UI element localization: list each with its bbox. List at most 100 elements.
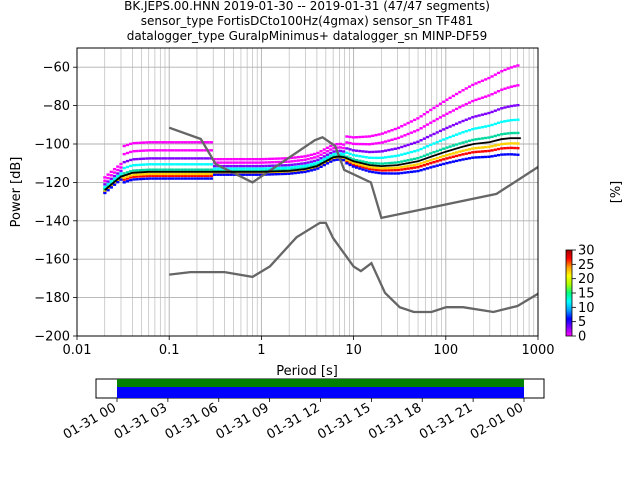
ppsd-cell — [158, 177, 162, 180]
ppsd-cell — [506, 86, 510, 89]
ppsd-cell — [238, 171, 242, 174]
ppsd-cell — [190, 141, 194, 144]
ppsd-cell — [112, 171, 117, 174]
ppsd-cell — [287, 168, 291, 172]
ppsd-cell — [345, 160, 349, 163]
ppsd-cell — [209, 172, 213, 176]
ppsd-cell — [148, 141, 152, 144]
ppsd-cell — [448, 125, 452, 128]
ppsd-cell — [345, 151, 349, 154]
ppsd-cell — [129, 142, 133, 146]
ppsd-cell — [474, 156, 478, 159]
ppsd-cell — [293, 163, 297, 166]
coverage-tick-label: 02-01 00 — [468, 400, 526, 442]
ppsd-cell — [467, 85, 472, 88]
ppsd-cell — [274, 157, 278, 160]
ppsd-cell — [141, 163, 146, 166]
ppsd-cell — [183, 168, 188, 171]
ppsd-cell — [400, 168, 404, 171]
ppsd-cell — [158, 157, 162, 160]
ppsd-cell — [264, 164, 268, 168]
ppsd-cell — [509, 153, 514, 156]
ppsd-cell — [164, 149, 168, 152]
ppsd-cell — [316, 155, 320, 158]
median-layer — [104, 137, 521, 191]
ppsd-cell — [251, 171, 255, 174]
ppsd-cell — [177, 177, 181, 180]
ppsd-cell — [135, 157, 139, 161]
ppsd-cell — [458, 121, 462, 124]
ppsd-cell — [296, 171, 301, 174]
ppsd-cell — [432, 119, 436, 123]
ppsd-cell — [145, 177, 149, 180]
ppsd-cell — [348, 148, 352, 151]
ppsd-cell — [371, 134, 375, 138]
ppsd-cell — [287, 163, 291, 167]
ppsd-cell — [506, 153, 510, 156]
ppsd-cell — [374, 150, 378, 153]
ppsd-cell — [209, 149, 213, 152]
ppsd-cell — [487, 124, 491, 128]
ppsd-cell — [513, 65, 517, 68]
ppsd-cell — [371, 168, 375, 171]
ppsd-cell — [438, 102, 443, 106]
ppsd-cell — [303, 164, 307, 168]
ppsd-cell — [141, 157, 146, 160]
y-tick-label: −80 — [43, 99, 70, 114]
ppsd-cell — [129, 176, 133, 179]
ppsd-cell — [103, 189, 107, 193]
ppsd-cell — [209, 174, 213, 178]
ppsd-cell — [322, 163, 326, 167]
ppsd-cell — [406, 167, 410, 170]
ppsd-cell — [135, 149, 139, 153]
ppsd-cell — [429, 158, 433, 162]
ppsd-cell — [313, 168, 317, 171]
ppsd-cell — [145, 157, 149, 160]
ppsd-cell — [290, 168, 294, 171]
ppsd-cell — [490, 92, 494, 96]
ppsd-cell — [141, 141, 146, 144]
ppsd-cell — [129, 174, 133, 177]
ppsd-cell — [493, 154, 497, 157]
ppsd-cell — [445, 146, 449, 149]
ppsd-cell — [322, 157, 326, 161]
ppsd-cell — [406, 132, 410, 136]
ppsd-cell — [106, 173, 110, 176]
ppsd-cell — [406, 159, 410, 162]
ppsd-cell — [435, 117, 439, 121]
ppsd-cell — [438, 159, 443, 162]
ppsd-cell — [413, 150, 417, 153]
ppsd-cell — [183, 163, 188, 166]
ppsd-cell — [513, 84, 517, 88]
ppsd-cell — [467, 139, 472, 142]
ppsd-cell — [367, 167, 372, 171]
ppsd-cell — [496, 133, 501, 137]
ppsd-cell — [174, 163, 178, 166]
grid — [76, 48, 538, 337]
ppsd-cell — [438, 139, 443, 143]
ppsd-cell — [387, 172, 391, 175]
ppsd-cell — [145, 174, 149, 178]
ppsd-cell — [183, 174, 188, 178]
ppsd-cell — [490, 75, 494, 78]
ppsd-cell — [454, 107, 459, 111]
ppsd-cell — [283, 166, 288, 169]
ppsd-cell — [409, 150, 414, 154]
ppsd-cell — [325, 156, 330, 159]
ppsd-cell — [454, 92, 459, 96]
ppsd-cell — [138, 157, 142, 161]
ppsd-cell — [122, 181, 126, 184]
ppsd-cell — [503, 153, 507, 156]
ppsd-cell — [342, 146, 346, 150]
ppsd-cell — [474, 82, 478, 85]
ppsd-cell — [496, 143, 501, 146]
ppsd-cell — [290, 166, 294, 169]
ppsd-cell — [374, 156, 378, 160]
ppsd-cell — [261, 164, 265, 168]
ppsd-cell — [429, 134, 433, 137]
ppsd-cell — [387, 161, 391, 165]
ppsd-cell — [180, 174, 184, 178]
ppsd-cell — [190, 172, 194, 176]
ppsd-cell — [183, 141, 188, 144]
ppsd-cell — [267, 164, 272, 168]
